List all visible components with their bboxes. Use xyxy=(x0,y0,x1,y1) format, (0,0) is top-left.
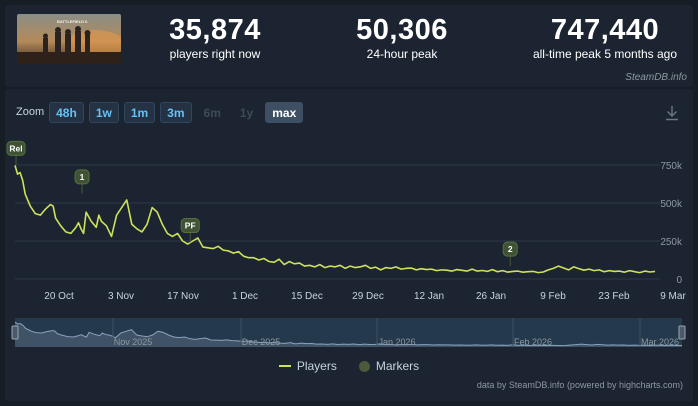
x-tick-label: 20 Oct xyxy=(44,291,74,302)
navigator-label: Nov 2025 xyxy=(114,337,153,347)
marker-label: 1 xyxy=(80,172,85,182)
game-cover-art: BATTLEFIELD 6 xyxy=(17,14,121,64)
legend-players[interactable]: Players xyxy=(278,359,337,373)
y-tick-label: 0 xyxy=(676,275,682,286)
y-tick-label: 500k xyxy=(660,199,683,210)
zoom-48h-button[interactable]: 48h xyxy=(49,101,84,123)
marker-label: Rel xyxy=(9,143,22,153)
x-tick-label: 23 Feb xyxy=(598,291,630,302)
navigator-label: Feb 2026 xyxy=(514,337,552,347)
marker-badge xyxy=(6,140,26,156)
x-tick-label: 1 Dec xyxy=(232,291,258,302)
navigator-label: Dec 2025 xyxy=(242,337,281,347)
steamdb-brand[interactable]: SteamDB.info xyxy=(625,72,687,83)
marker-badge xyxy=(180,218,200,234)
current-players-label: players right now xyxy=(169,47,261,61)
alltime-peak-value: 747,440 xyxy=(550,14,660,46)
navigator-area xyxy=(15,322,682,347)
current-players-stat: 35,874 players right now xyxy=(165,14,265,62)
player-count-chart[interactable]: 0 250k 500k 750k 20 Oct 3 Nov 17 Nov 1 Dec 15 De… xyxy=(5,89,693,354)
marker-flag: 1 xyxy=(74,169,90,194)
y-tick-label: 250k xyxy=(660,237,683,248)
alltime-peak-stat: 747,440 all-time peak 5 months ago xyxy=(520,14,690,62)
players-series-line xyxy=(14,165,656,274)
zoom-1y-button: 1y xyxy=(239,105,254,120)
alltime-peak-label: all-time peak 5 months ago xyxy=(532,47,678,61)
legend-markers[interactable]: Markers xyxy=(358,359,420,373)
legend-markers-swatch xyxy=(358,360,370,372)
x-tick-label: 15 Dec xyxy=(291,291,323,302)
marker-label: 2 xyxy=(508,244,513,254)
zoom-toolbar: Zoom 48h 1w 1m 3m 6m 1y max xyxy=(16,101,308,123)
y-tick-label: 750k xyxy=(660,161,683,172)
x-tick-label: 26 Jan xyxy=(476,291,506,302)
marker-label: PF xyxy=(185,221,196,231)
x-tick-label: 3 Nov xyxy=(108,291,134,302)
x-tick-label: 9 Mar xyxy=(660,291,686,302)
peak-24h-stat: 50,306 24-hour peak xyxy=(342,14,462,62)
navigator-line xyxy=(14,321,683,347)
peak-24h-value: 50,306 xyxy=(356,14,448,46)
marker-flag: Rel xyxy=(6,140,26,166)
game-thumbnail[interactable]: BATTLEFIELD 6 xyxy=(17,14,121,64)
zoom-label: Zoom xyxy=(16,106,45,118)
zoom-3m-button[interactable]: 3m xyxy=(160,101,192,123)
zoom-1w-button[interactable]: 1w xyxy=(88,101,119,123)
stats-panel: BATTLEFIELD 6 35,874 players right now 5… xyxy=(5,5,693,87)
svg-text:BATTLEFIELD 6: BATTLEFIELD 6 xyxy=(57,19,88,24)
x-tick-label: 12 Jan xyxy=(414,291,444,302)
x-tick-label: 29 Dec xyxy=(352,291,384,302)
marker-badge xyxy=(502,241,518,257)
marker-badge xyxy=(74,169,90,185)
navigator-label: Jan 2026 xyxy=(378,337,415,347)
chart-credit[interactable]: data by SteamDB.info (powered by highcha… xyxy=(476,380,683,390)
navigator-handle-right xyxy=(678,325,686,340)
x-tick-label: 9 Feb xyxy=(540,291,566,302)
x-tick-label: 17 Nov xyxy=(167,291,199,302)
chart-panel: Zoom 48h 1w 1m 3m 6m 1y max 0 250k 500k 750… xyxy=(5,89,693,401)
legend-players-swatch xyxy=(278,365,291,367)
zoom-max-button[interactable]: max xyxy=(265,101,304,123)
navigator-label: Mar 2026 xyxy=(641,337,679,347)
current-players-value: 35,874 xyxy=(169,14,261,46)
navigator-handle-left xyxy=(11,325,19,340)
legend-markers-label: Markers xyxy=(375,359,420,373)
legend-players-label: Players xyxy=(296,359,337,373)
peak-24h-label: 24-hour peak xyxy=(366,47,438,61)
marker-flag: 2 xyxy=(502,241,518,267)
download-icon[interactable] xyxy=(665,105,679,121)
chart-legend: Players Markers xyxy=(5,359,693,373)
zoom-6m-button: 6m xyxy=(203,105,221,120)
marker-flag: PF xyxy=(180,218,200,243)
zoom-1m-button[interactable]: 1m xyxy=(123,101,156,123)
